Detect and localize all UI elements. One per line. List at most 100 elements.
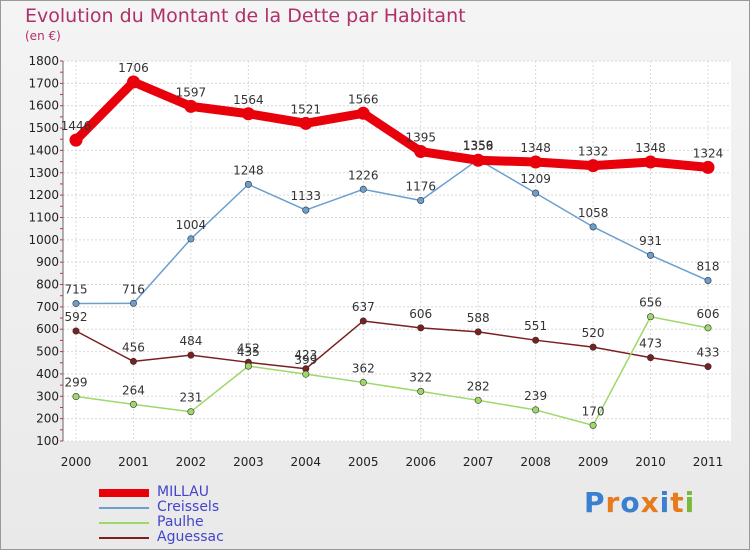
data-point <box>589 421 597 429</box>
y-tick-label: 1300 <box>28 166 59 180</box>
legend-swatch <box>99 488 149 497</box>
data-point <box>359 185 367 193</box>
chart-subtitle: (en €) <box>25 29 61 43</box>
data-label: 362 <box>352 361 375 375</box>
data-label: 1359 <box>463 139 494 153</box>
data-label: 1566 <box>348 92 379 106</box>
data-label: 264 <box>122 383 145 397</box>
data-label: 520 <box>582 326 605 340</box>
data-point <box>359 378 367 386</box>
chart-title: Evolution du Montant de la Dette par Hab… <box>25 5 466 27</box>
plot-area <box>63 61 731 441</box>
data-point <box>417 324 425 332</box>
data-label: 473 <box>639 337 662 351</box>
data-label: 551 <box>524 319 547 333</box>
x-tick-label: 2006 <box>405 455 436 469</box>
data-label: 322 <box>409 370 432 384</box>
data-point <box>302 370 310 378</box>
data-point <box>704 277 712 285</box>
y-tick-label: 1600 <box>28 99 59 113</box>
series-line-aguessac <box>75 320 709 370</box>
data-label: 1564 <box>233 93 264 107</box>
y-tick-label: 400 <box>36 367 59 381</box>
data-point <box>532 189 540 197</box>
data-point <box>532 336 540 344</box>
data-point <box>647 354 655 362</box>
logo-letter: P <box>584 486 606 519</box>
data-label: 452 <box>237 341 260 355</box>
legend-label: MILLAU <box>157 484 209 500</box>
data-point <box>532 406 540 414</box>
y-tick-label: 1700 <box>28 76 59 90</box>
data-label: 1446 <box>61 119 92 133</box>
data-label: 456 <box>122 340 145 354</box>
data-label: 1324 <box>693 146 724 160</box>
data-point <box>244 362 252 370</box>
data-label: 931 <box>639 234 662 248</box>
data-point <box>471 153 485 167</box>
data-point <box>72 300 80 308</box>
data-point <box>72 327 80 335</box>
data-label: 588 <box>467 311 490 325</box>
data-point <box>241 107 255 121</box>
x-tick-label: 2010 <box>635 455 666 469</box>
data-point <box>417 196 425 204</box>
data-label: 1332 <box>578 145 609 159</box>
y-tick-label: 100 <box>36 434 59 448</box>
x-tick-label: 2000 <box>61 455 92 469</box>
data-label: 239 <box>524 389 547 403</box>
data-point <box>299 116 313 130</box>
data-point <box>359 317 367 325</box>
data-point <box>129 299 137 307</box>
data-label: 1348 <box>635 141 666 155</box>
y-tick-label: 1800 <box>28 54 59 68</box>
x-tick-label: 2002 <box>176 455 207 469</box>
data-label: 231 <box>179 391 202 405</box>
data-label: 1058 <box>578 206 609 220</box>
data-point <box>589 223 597 231</box>
data-label: 423 <box>294 348 317 362</box>
y-tick-label: 500 <box>36 345 59 359</box>
legend-label: Aguessac <box>157 529 224 545</box>
data-point <box>644 155 658 169</box>
y-tick-label: 800 <box>36 278 59 292</box>
legend-item-creissels: Creissels <box>99 500 224 515</box>
data-label: 170 <box>582 404 605 418</box>
data-point <box>589 343 597 351</box>
data-label: 399 <box>294 353 317 367</box>
data-point <box>129 357 137 365</box>
legend-swatch <box>99 521 149 524</box>
x-tick-label: 2007 <box>463 455 494 469</box>
data-label: 1348 <box>520 141 551 155</box>
data-label: 1226 <box>348 168 379 182</box>
y-tick-label: 700 <box>36 300 59 314</box>
data-point <box>126 75 140 89</box>
data-label: 484 <box>179 334 202 348</box>
legend-label: Paulhe <box>157 514 204 530</box>
logo-letter: i <box>659 486 671 519</box>
legend-item-millau: MILLAU <box>99 485 224 500</box>
data-label: 637 <box>352 300 375 314</box>
data-point <box>647 313 655 321</box>
data-point <box>704 363 712 371</box>
data-label: 716 <box>122 282 145 296</box>
data-point <box>474 328 482 336</box>
data-point <box>356 106 370 120</box>
data-point <box>244 180 252 188</box>
data-label: 1395 <box>405 131 436 145</box>
x-tick-label: 2011 <box>693 455 724 469</box>
y-tick-label: 200 <box>36 412 59 426</box>
y-tick-label: 1200 <box>28 188 59 202</box>
proxiti-logo: Proxiti <box>584 486 695 519</box>
data-label: 282 <box>467 379 490 393</box>
y-tick-label: 1500 <box>28 121 59 135</box>
x-tick-label: 2004 <box>291 455 322 469</box>
data-label: 1597 <box>176 85 207 99</box>
x-tick-label: 2003 <box>233 455 264 469</box>
data-point <box>187 235 195 243</box>
legend-item-paulhe: Paulhe <box>99 515 224 530</box>
data-point <box>187 408 195 416</box>
data-label: 592 <box>65 310 88 324</box>
